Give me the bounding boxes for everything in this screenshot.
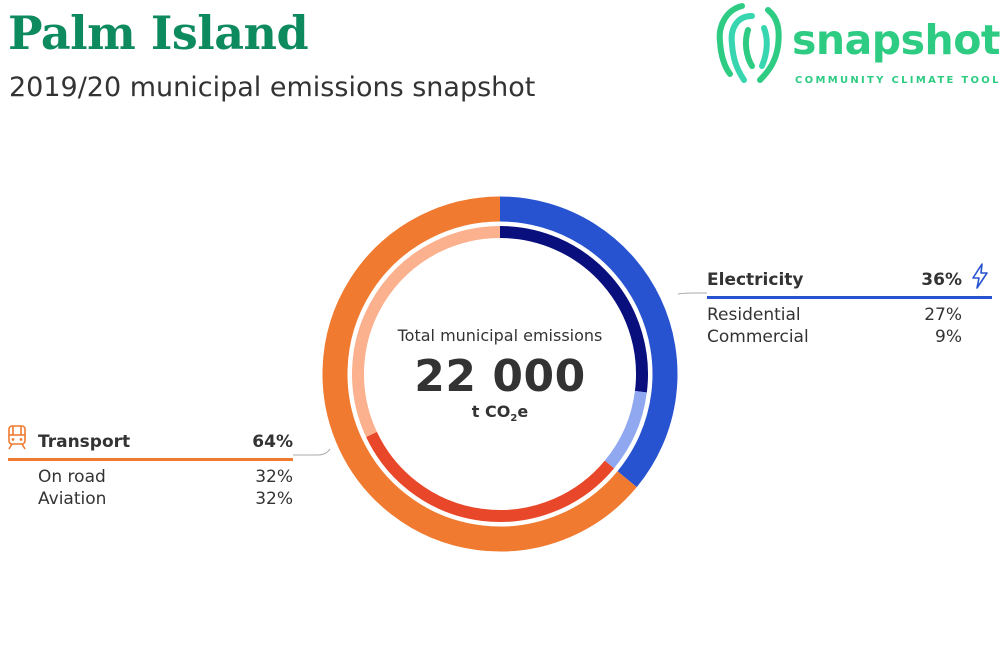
electricity-underline — [707, 296, 992, 299]
total-value: 22 000 — [414, 351, 586, 402]
transport-header: Transport 64% — [38, 432, 293, 458]
subsector-percent: 32% — [255, 467, 293, 487]
electricity-leader-line — [677, 292, 707, 295]
subsector-row: Residential 27% — [707, 305, 962, 327]
sector-name: Transport — [38, 432, 131, 452]
train-icon — [8, 425, 26, 450]
electricity-header: Electricity 36% — [707, 270, 962, 296]
donut-center: Total municipal emissions 22 000 t CO2e — [360, 326, 640, 424]
subsector-percent: 9% — [935, 327, 962, 347]
page-subtitle: 2019/20 municipal emissions snapshot — [9, 72, 536, 103]
lightning-bolt-icon — [972, 263, 988, 289]
page-title: Palm Island — [8, 6, 309, 60]
subsector-row: Commercial 9% — [707, 327, 962, 349]
subsector-name: Residential — [707, 305, 801, 325]
total-unit: t CO2e — [471, 402, 529, 425]
transport-slice — [322, 196, 637, 552]
subsector-row: Aviation 32% — [38, 489, 293, 511]
logo-tagline: COMMUNITY CLIMATE TOOL — [795, 75, 1000, 86]
aviation-slice — [352, 226, 501, 438]
subsector-name: On road — [38, 467, 106, 487]
subsector-name: Commercial — [707, 327, 809, 347]
sector-percent: 64% — [252, 432, 293, 452]
residential-slice — [499, 226, 648, 393]
subsector-percent: 27% — [924, 305, 962, 325]
total-label: Total municipal emissions — [397, 326, 603, 345]
sector-percent: 36% — [921, 270, 962, 290]
subsector-percent: 32% — [255, 489, 293, 509]
transport-legend: Transport 64% On road 32% Aviation 32% — [8, 432, 293, 511]
transport-underline — [8, 458, 293, 461]
commercial-slice — [604, 390, 647, 469]
electricity-legend: Electricity 36% Residential 27% Commerci… — [707, 270, 992, 349]
electricity-slice — [499, 196, 678, 488]
logo-wordmark: snapshot — [792, 16, 1000, 64]
subsector-row: On road 32% — [38, 467, 293, 489]
snapshot-logo: snapshot COMMUNITY CLIMATE TOOL — [712, 0, 1000, 92]
sector-name: Electricity — [707, 270, 804, 290]
on-road-slice — [366, 431, 615, 522]
fingerprint-logo-icon — [716, 3, 782, 83]
subsector-name: Aviation — [38, 489, 107, 509]
transport-leader-line — [293, 448, 331, 456]
